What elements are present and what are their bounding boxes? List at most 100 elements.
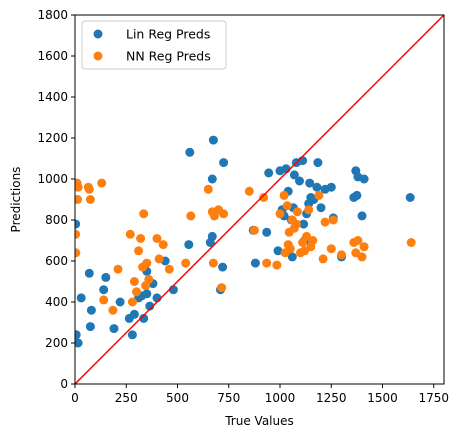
data-point [314,190,324,200]
data-point [219,158,229,168]
data-point [75,219,81,229]
data-point [139,209,149,219]
series-layer [75,135,416,348]
data-point [75,248,81,258]
data-point [208,258,218,268]
data-point [101,272,111,282]
data-point [184,240,194,250]
data-point [304,205,314,215]
data-point [279,190,289,200]
data-point [75,330,81,340]
data-point [85,322,95,332]
data-point [109,324,119,334]
data-point [313,158,323,168]
data-point [84,184,94,194]
data-point [75,195,82,204]
data-point [203,184,213,194]
series-lin-reg [75,135,415,348]
x-tick-label: 1500 [367,391,398,405]
data-point [108,305,118,315]
series-nn-reg [75,178,416,315]
data-point [292,207,302,217]
data-point [158,240,168,250]
data-point [262,227,272,237]
data-point [250,258,260,268]
y-tick-label: 0 [60,377,68,391]
data-point [185,147,195,157]
data-point [134,246,144,256]
data-point [285,244,295,254]
data-point [132,287,141,297]
data-point [75,338,83,348]
data-point [115,297,125,307]
data-point [295,176,304,186]
data-point [127,297,137,307]
y-tick-label: 200 [45,336,68,350]
data-point [244,186,254,196]
legend-label-lin-reg: Lin Reg Preds [126,27,210,42]
identity-reference-line [75,15,444,384]
data-point [85,195,95,204]
data-point [208,135,218,145]
data-point [145,301,155,311]
data-point [326,182,336,192]
data-point [136,234,146,243]
data-point [219,209,229,219]
data-point [299,219,309,229]
y-tick-label: 1400 [37,90,68,104]
y-axis: 0 200 400 600 800 1000 1200 1400 1600 1800 [37,8,75,391]
data-point [357,211,367,221]
data-point [86,305,96,315]
data-point [312,182,322,192]
y-tick-label: 400 [45,295,68,309]
x-tick-label: 500 [166,391,189,405]
y-tick-label: 1200 [37,131,68,145]
data-point [99,295,109,305]
y-tick-label: 1000 [37,172,68,186]
data-point [217,283,227,293]
x-tick-label: 1250 [316,391,347,405]
data-point [129,309,139,319]
data-point [154,254,164,264]
data-point [272,260,282,270]
data-point [291,219,301,229]
data-point [264,168,274,178]
data-point [273,246,283,256]
data-point [359,174,369,184]
data-point [113,264,123,274]
plot-frame [74,14,445,385]
x-tick-label: 250 [115,391,138,405]
data-point [359,242,369,252]
legend-box [81,20,227,70]
data-point [152,234,162,243]
data-point [142,289,152,299]
data-point [164,264,174,274]
data-point [289,170,299,180]
data-point [259,193,269,202]
data-point [305,178,315,188]
data-point [99,285,109,295]
data-point [282,201,292,211]
data-point [406,238,416,247]
data-point [75,229,81,239]
data-point [320,217,330,227]
data-point [353,236,363,245]
legend-label-nn-reg: NN Reg Preds [126,49,211,64]
x-tick-label: 1000 [265,391,296,405]
legend-marker-lin-reg [93,29,103,39]
data-point [326,244,336,254]
data-point [76,293,86,303]
y-tick-label: 800 [45,213,68,227]
data-point [218,262,228,272]
data-point [144,274,154,284]
data-point [275,209,285,219]
y-tick-label: 1600 [37,49,68,63]
data-point [139,313,149,323]
x-axis: 0 250 500 750 1000 1250 1500 1750 [71,384,449,405]
data-point [262,258,272,268]
data-point [249,225,259,235]
data-point [287,252,297,262]
x-tick-label: 0 [71,391,79,405]
data-point [97,178,107,188]
